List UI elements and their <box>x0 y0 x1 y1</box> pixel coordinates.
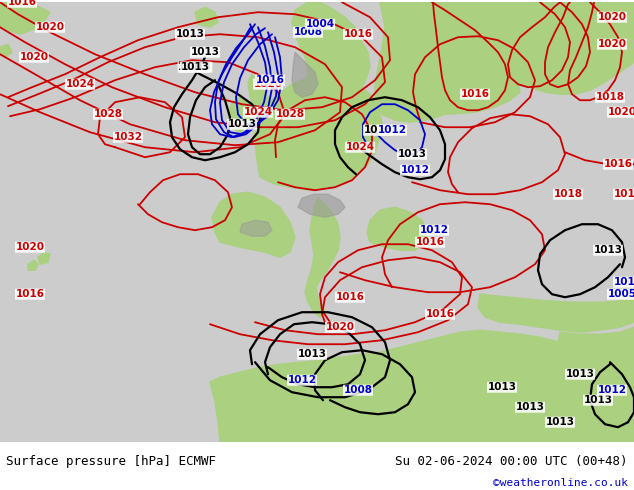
Polygon shape <box>375 2 634 122</box>
Text: 1016: 1016 <box>344 29 373 39</box>
Polygon shape <box>305 197 340 317</box>
Polygon shape <box>195 7 218 27</box>
Text: 1013: 1013 <box>176 29 205 39</box>
Text: Su 02-06-2024 00:00 UTC (00+48): Su 02-06-2024 00:00 UTC (00+48) <box>395 455 628 468</box>
Text: 1016: 1016 <box>8 0 37 7</box>
Polygon shape <box>555 327 634 392</box>
Text: 1028: 1028 <box>93 109 122 119</box>
Text: 1018: 1018 <box>614 189 634 199</box>
Text: 11013: 11013 <box>178 62 212 72</box>
Text: 1013: 1013 <box>228 119 257 129</box>
Polygon shape <box>248 74 270 134</box>
Polygon shape <box>478 294 634 332</box>
Text: 1028: 1028 <box>276 109 304 119</box>
Polygon shape <box>292 52 318 97</box>
Text: 1024: 1024 <box>346 142 375 152</box>
Polygon shape <box>240 220 272 236</box>
Text: 1020: 1020 <box>325 322 354 332</box>
Text: 1024: 1024 <box>243 107 273 117</box>
Text: 1012: 1012 <box>377 125 406 135</box>
Text: 1013: 1013 <box>545 417 574 427</box>
Text: 1012: 1012 <box>597 385 626 395</box>
Polygon shape <box>38 252 50 264</box>
Polygon shape <box>28 260 38 270</box>
Text: 1013: 1013 <box>181 62 209 72</box>
Text: 1020: 1020 <box>597 39 626 49</box>
Text: 1013: 1013 <box>398 149 427 159</box>
Text: 1016: 1016 <box>460 89 489 99</box>
Text: 1018: 1018 <box>553 189 583 199</box>
Polygon shape <box>298 194 345 217</box>
Text: 1016: 1016 <box>15 289 44 299</box>
Polygon shape <box>210 330 634 442</box>
Text: 1013: 1013 <box>515 402 545 412</box>
Polygon shape <box>0 44 12 57</box>
Text: 1020: 1020 <box>15 242 44 252</box>
Text: 1020: 1020 <box>254 79 283 89</box>
Polygon shape <box>378 60 520 114</box>
Polygon shape <box>367 207 428 250</box>
Text: ©weatheronline.co.uk: ©weatheronline.co.uk <box>493 478 628 488</box>
Text: 1020: 1020 <box>607 107 634 117</box>
Text: 1013: 1013 <box>593 245 623 255</box>
Text: 1016: 1016 <box>604 159 633 169</box>
Text: 1016: 1016 <box>415 237 444 247</box>
Text: 1012: 1012 <box>401 165 429 175</box>
Polygon shape <box>255 74 382 190</box>
Polygon shape <box>0 2 50 34</box>
Text: 1012: 1012 <box>420 225 448 235</box>
Text: 1018: 1018 <box>595 92 624 102</box>
Text: 1013: 1013 <box>363 125 392 135</box>
Text: 1013: 1013 <box>566 369 595 379</box>
Text: 1020: 1020 <box>20 52 48 62</box>
Text: 1005: 1005 <box>607 289 634 299</box>
Text: 1013: 1013 <box>583 395 612 405</box>
Text: 1012: 1012 <box>287 375 316 385</box>
Text: 1013: 1013 <box>488 382 517 392</box>
Text: 1008: 1008 <box>344 385 373 395</box>
Text: 1008: 1008 <box>294 27 323 37</box>
Text: 1020: 1020 <box>36 22 65 32</box>
Text: 1032: 1032 <box>113 132 143 142</box>
Polygon shape <box>228 97 252 132</box>
Text: 1024: 1024 <box>65 79 94 89</box>
Text: 1016: 1016 <box>335 292 365 302</box>
Text: 1016: 1016 <box>425 309 455 319</box>
Text: 1013: 1013 <box>297 349 327 359</box>
Text: Surface pressure [hPa] ECMWF: Surface pressure [hPa] ECMWF <box>6 455 216 468</box>
Text: 1013: 1013 <box>190 47 219 57</box>
Polygon shape <box>290 152 308 174</box>
Text: 1016: 1016 <box>256 75 285 85</box>
Polygon shape <box>212 192 295 257</box>
Text: 1012: 1012 <box>614 277 634 287</box>
Text: 1020: 1020 <box>597 12 626 22</box>
Polygon shape <box>290 2 370 152</box>
Text: 1004: 1004 <box>306 19 335 29</box>
